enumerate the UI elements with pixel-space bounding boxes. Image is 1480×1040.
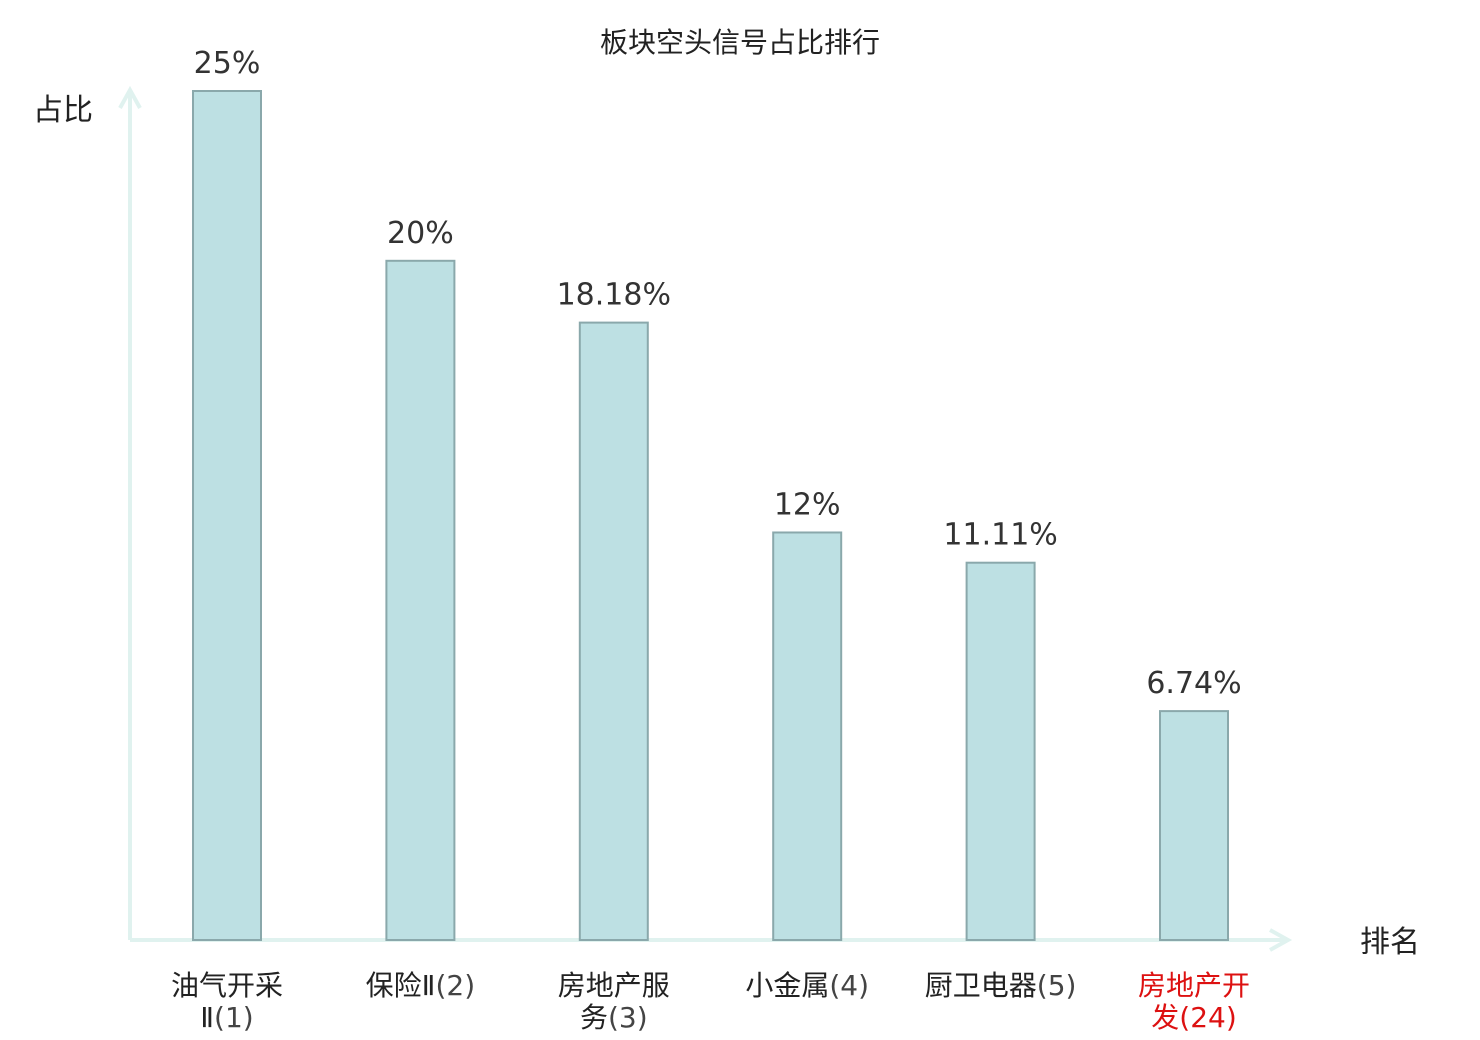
bar-1 [192, 90, 262, 941]
bar-6 [1159, 710, 1229, 942]
category-name-line: 厨卫电器 [925, 969, 1037, 1002]
category-label-3: 房地产服务(3) [558, 969, 670, 1034]
category-name-line: 小金属 [745, 969, 829, 1002]
category-label-1: 油气开采 Ⅱ(1) [171, 969, 283, 1034]
category-rank: (3) [608, 1001, 648, 1034]
bar-series [192, 90, 1229, 942]
category-label-4: 小金属(4) [745, 969, 869, 1002]
bar-2 [385, 259, 456, 941]
axes [118, 85, 1293, 952]
category-name-line: Ⅱ [200, 1001, 214, 1034]
category-name-line: 油气开采 [171, 969, 283, 1002]
category-name-line: 房地产服 [558, 969, 670, 1002]
category-rank: (1) [214, 1001, 254, 1034]
bar-3 [578, 321, 649, 942]
category-rank: (2) [435, 969, 475, 1002]
chart-title: 板块空头信号占比排行 [600, 26, 880, 59]
value-labels: 25% 20% 18.18% 12% 11.11% 6.74% [194, 46, 1242, 701]
category-label-2: 保险Ⅱ(2) [366, 969, 475, 1002]
category-rank: (24) [1179, 1001, 1236, 1034]
value-label-1: 25% [194, 46, 261, 81]
y-axis-arrow-icon [118, 85, 142, 109]
y-axis-label: 占比 [33, 93, 93, 128]
category-rank: (5) [1037, 969, 1077, 1002]
bar-5 [965, 561, 1036, 941]
category-name-line: 保险Ⅱ [366, 969, 436, 1002]
value-label-6: 6.74% [1146, 666, 1241, 701]
value-label-3: 18.18% [557, 278, 671, 313]
bar-4 [772, 531, 843, 941]
value-label-2: 20% [387, 216, 454, 251]
category-name-line: 房地产开 [1138, 969, 1250, 1002]
value-label-5: 11.11% [943, 518, 1057, 553]
category-label-6: 房地产开发(24) [1138, 969, 1250, 1034]
category-name-line: 务 [580, 1001, 608, 1034]
category-rank: (4) [829, 969, 869, 1002]
category-label-5: 厨卫电器(5) [925, 969, 1077, 1002]
category-labels: 油气开采 Ⅱ(1) 保险Ⅱ(2) 房地产服务(3) 小金属(4) 厨卫电器(5) 房地产开发… [171, 969, 1250, 1034]
x-axis-label: 排名 [1360, 925, 1420, 960]
category-name-line: 发 [1151, 1001, 1179, 1034]
x-axis-arrow-icon [1269, 928, 1293, 952]
value-label-4: 12% [774, 487, 841, 522]
